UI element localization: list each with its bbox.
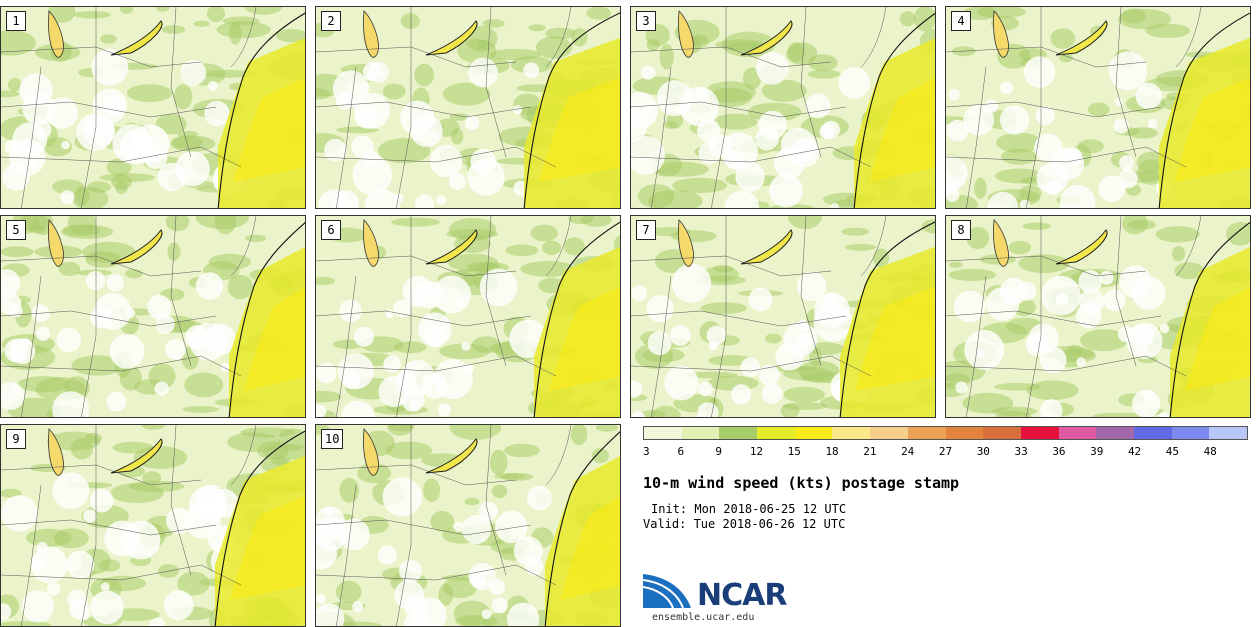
- site-url: ensemble.ucar.edu: [652, 612, 755, 623]
- colorbar-segment: [1096, 427, 1134, 439]
- colorbar-tick: 15: [787, 445, 801, 458]
- colorbar-segment: [1209, 427, 1247, 439]
- ensemble-member-panel: 2: [315, 6, 621, 209]
- member-label: 6: [321, 220, 341, 240]
- wind-speed-map: [316, 7, 620, 208]
- colorbar-tick: 39: [1090, 445, 1104, 458]
- ensemble-member-panel: 1: [0, 6, 306, 209]
- init-time: Init: Mon 2018-06-25 12 UTC: [651, 502, 847, 516]
- wind-speed-map: [316, 425, 620, 626]
- wind-speed-map: [946, 216, 1250, 417]
- colorbar-tick: 42: [1127, 445, 1142, 458]
- wind-speed-map: [1, 216, 305, 417]
- colorbar-tick: 24: [901, 445, 915, 458]
- colorbar-tick: 12: [749, 445, 764, 458]
- plot-title: 10-m wind speed (kts) postage stamp: [643, 474, 960, 492]
- ensemble-member-panel: 8: [945, 215, 1251, 418]
- ensemble-member-panel: 7: [630, 215, 936, 418]
- colorbar-tick: 27: [938, 445, 953, 458]
- ncar-logo-icon: [643, 574, 691, 609]
- colorbar-segment: [1133, 427, 1172, 439]
- wind-speed-map: [946, 7, 1250, 208]
- wind-speed-map: [631, 216, 935, 417]
- colorbar-tick: 48: [1203, 445, 1217, 458]
- member-label: 1: [6, 11, 26, 31]
- ensemble-member-panel: 6: [315, 215, 621, 418]
- colorbar-segment: [794, 427, 833, 439]
- ensemble-member-panel: 10: [315, 424, 621, 627]
- wind-speed-map: [316, 216, 620, 417]
- colorbar-segment: [757, 427, 795, 439]
- ncar-logo-text: NCAR: [697, 578, 787, 613]
- member-label: 5: [6, 220, 26, 240]
- colorbar-segment: [719, 427, 758, 439]
- wind-speed-map: [1, 7, 305, 208]
- ensemble-member-panel: 5: [0, 215, 306, 418]
- member-label: 2: [321, 11, 341, 31]
- wind-speed-map: [631, 7, 935, 208]
- valid-time: Valid: Tue 2018-06-26 12 UTC: [643, 517, 846, 531]
- colorbar-segment: [1020, 427, 1059, 439]
- member-label: 3: [636, 11, 656, 31]
- member-label: 4: [951, 11, 971, 31]
- member-label: 8: [951, 220, 971, 240]
- colorbar-segment: [1058, 427, 1097, 439]
- ensemble-member-panel: 4: [945, 6, 1251, 209]
- colorbar: [643, 426, 1248, 440]
- colorbar-tick: 45: [1165, 445, 1179, 458]
- colorbar-tick: 6: [677, 445, 685, 458]
- member-label: 7: [636, 220, 656, 240]
- colorbar-segment: [870, 427, 908, 439]
- colorbar-tick: 9: [715, 445, 722, 458]
- colorbar-tick: 18: [825, 445, 839, 458]
- colorbar-segment: [945, 427, 984, 439]
- colorbar-tick: 3: [643, 445, 650, 458]
- colorbar-segment: [832, 427, 871, 439]
- ensemble-member-panel: 9: [0, 424, 306, 627]
- colorbar-tick: 30: [976, 445, 990, 458]
- colorbar-segment: [644, 427, 682, 439]
- wind-speed-map: [1, 425, 305, 626]
- colorbar-tick: 21: [863, 445, 877, 458]
- colorbar-segment: [907, 427, 946, 439]
- member-label: 10: [321, 429, 344, 449]
- colorbar-segment: [681, 427, 720, 439]
- colorbar-segment: [983, 427, 1021, 439]
- member-label: 9: [6, 429, 26, 449]
- colorbar-segment: [1171, 427, 1210, 439]
- colorbar-tick: 36: [1052, 445, 1066, 458]
- colorbar-ticks: 3 6 9 12 15 18 21 24 27 30 33 36 39 42 45 48: [643, 445, 1248, 459]
- colorbar-tick: 33: [1014, 445, 1028, 458]
- ensemble-member-panel: 3: [630, 6, 936, 209]
